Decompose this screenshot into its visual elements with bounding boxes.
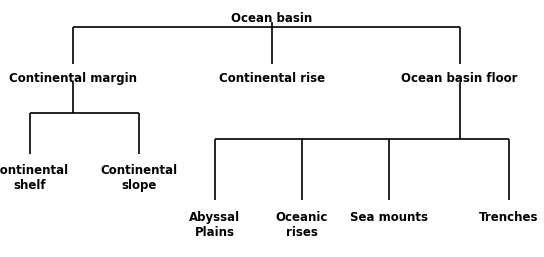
Text: Continental
slope: Continental slope <box>100 164 177 192</box>
Text: Trenches: Trenches <box>479 211 539 224</box>
Text: Continental
shelf: Continental shelf <box>0 164 69 192</box>
Text: Abyssal
Plains: Abyssal Plains <box>189 211 240 239</box>
Text: Ocean basin: Ocean basin <box>231 12 313 25</box>
Text: Continental rise: Continental rise <box>219 72 325 85</box>
Text: Continental margin: Continental margin <box>9 72 138 85</box>
Text: Oceanic
rises: Oceanic rises <box>276 211 328 239</box>
Text: Sea mounts: Sea mounts <box>350 211 428 224</box>
Text: Ocean basin floor: Ocean basin floor <box>401 72 518 85</box>
